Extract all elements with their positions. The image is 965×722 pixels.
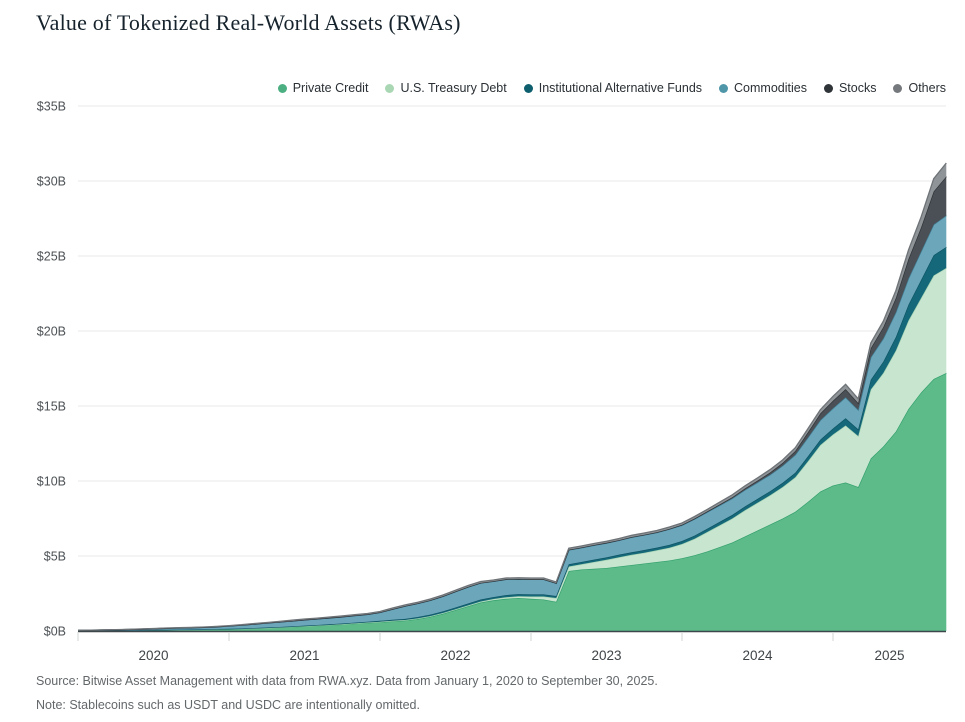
legend-item-stocks: Stocks: [823, 81, 877, 95]
methodology-note: Note: Stablecoins such as USDT and USDC …: [36, 698, 420, 712]
area-u-s-treasury-debt: [78, 268, 947, 631]
y-axis-label: $5B: [44, 550, 66, 564]
x-axis-label: 2021: [289, 648, 319, 663]
legend-item-commodities: Commodities: [719, 81, 807, 95]
legend-item-others: Others: [893, 81, 946, 95]
stocks-dot-icon: [823, 83, 833, 93]
y-axis-label: $15B: [37, 400, 66, 414]
legend-label: Stocks: [838, 81, 877, 95]
y-axis-label: $10B: [37, 475, 66, 489]
source-note: Source: Bitwise Asset Management with da…: [36, 674, 658, 688]
x-axis-label: 2025: [874, 648, 904, 663]
y-axis-label: $25B: [37, 250, 66, 264]
legend-item-private-credit: Private Credit: [277, 81, 369, 95]
legend-item-institutional-alternative-funds: Institutional Alternative Funds: [523, 81, 703, 95]
commodities-dot-icon: [719, 83, 729, 93]
legend-item-us-treasury-debt: U.S. Treasury Debt: [385, 81, 507, 95]
legend: Private Credit U.S. Treasury Debt Instit…: [277, 81, 946, 95]
legend-label: Commodities: [734, 81, 807, 95]
chart-title: Value of Tokenized Real-World Assets (RW…: [36, 10, 461, 35]
edge-others: [77, 162, 947, 631]
treasury-debt-dot-icon: [385, 83, 395, 93]
y-axis-label: $0B: [44, 625, 66, 639]
area-private-credit: [78, 373, 947, 631]
y-axis-label: $35B: [37, 100, 66, 114]
x-axis-label: 2022: [440, 648, 470, 663]
institutional-alt-funds-dot-icon: [523, 83, 533, 93]
private-credit-dot-icon: [277, 83, 287, 93]
x-axis-label: 2023: [591, 648, 621, 663]
legend-label: U.S. Treasury Debt: [400, 81, 507, 95]
legend-label: Institutional Alternative Funds: [538, 81, 703, 95]
y-axis-label: $20B: [37, 325, 66, 339]
x-axis-label: 2020: [138, 648, 168, 663]
legend-label: Private Credit: [292, 81, 369, 95]
others-dot-icon: [893, 83, 903, 93]
y-axis-label: $30B: [37, 175, 66, 189]
legend-label: Others: [908, 81, 946, 95]
x-axis-label: 2024: [742, 648, 773, 663]
